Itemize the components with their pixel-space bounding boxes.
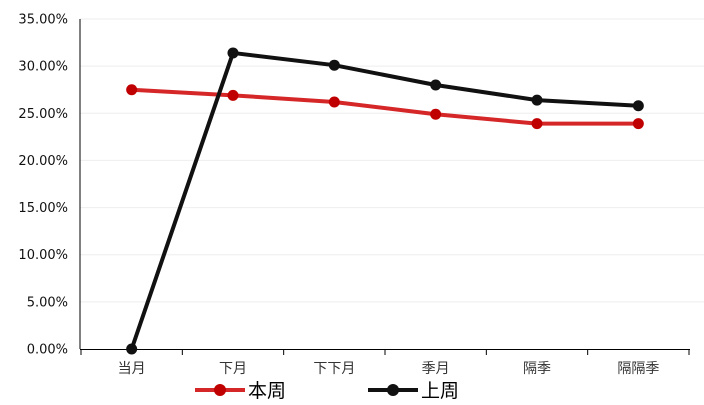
data-point — [531, 118, 543, 130]
grid-lines — [80, 18, 704, 303]
data-point — [430, 79, 442, 91]
x-tick-label: 隔季 — [523, 361, 551, 377]
x-tick-label: 隔隔季 — [617, 361, 659, 377]
legend-label: 本周 — [248, 380, 286, 401]
data-point — [531, 94, 543, 106]
y-tick-label: 30.00% — [18, 60, 68, 75]
y-tick-label: 15.00% — [18, 201, 68, 216]
x-tick-label: 季月 — [422, 361, 450, 377]
series-lines — [126, 47, 644, 355]
x-tick-label: 当月 — [118, 361, 146, 377]
legend-label: 上周 — [421, 380, 459, 401]
y-tick-label: 0.00% — [27, 343, 68, 358]
y-tick-label: 20.00% — [18, 154, 68, 169]
series-line — [129, 87, 641, 126]
x-axis-tick-labels: 当月 下月 下下月 季月 隔季 隔隔季 — [118, 361, 660, 377]
x-tick-label: 下下月 — [313, 361, 355, 377]
series-group — [126, 84, 644, 130]
x-tick-label: 下月 — [219, 361, 247, 377]
legend-marker — [214, 384, 226, 396]
legend-item: 上周 — [368, 380, 459, 402]
y-tick-label: 35.00% — [18, 13, 68, 28]
data-point — [126, 343, 138, 355]
y-tick-label: 25.00% — [18, 107, 68, 122]
data-point — [126, 84, 138, 96]
axes — [79, 19, 690, 355]
y-tick-label: 10.00% — [18, 248, 68, 263]
data-point — [430, 108, 442, 120]
y-axis-tick-labels: 0.00% 5.00% 10.00% 15.00% 20.00% 25.00% 30.00%… — [18, 13, 68, 358]
series-group — [126, 47, 644, 355]
legend-item: 本周 — [195, 380, 286, 402]
legend: 本周 上周 — [195, 380, 459, 402]
legend-marker — [387, 384, 399, 396]
data-point — [328, 96, 340, 108]
data-point — [632, 118, 644, 130]
series-line — [129, 50, 641, 351]
data-point — [227, 47, 239, 59]
data-point — [632, 100, 644, 112]
y-tick-label: 5.00% — [27, 295, 68, 310]
data-point — [328, 59, 340, 71]
data-point — [227, 89, 239, 101]
